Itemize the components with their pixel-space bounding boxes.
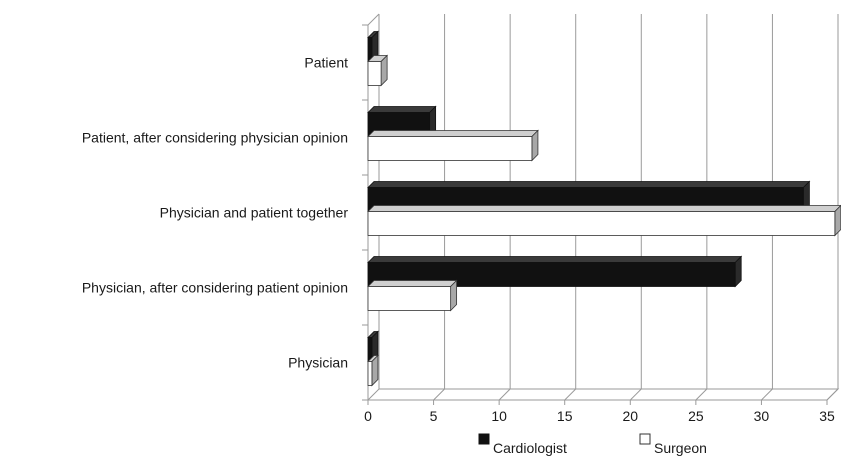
category-label-physician-and-patient-together: Physician and patient together bbox=[160, 205, 349, 221]
legend-label-surgeon: Surgeon bbox=[654, 440, 707, 456]
x-tick-label: 15 bbox=[557, 408, 573, 424]
x-tick-label: 20 bbox=[622, 408, 638, 424]
category-label-patient: Patient bbox=[304, 55, 348, 71]
x-tick-label: 30 bbox=[754, 408, 770, 424]
bar-surgeon-physician-and-patient-together bbox=[367, 204, 841, 237]
bars bbox=[367, 30, 841, 387]
legend: Cardiologist Surgeon bbox=[478, 433, 707, 456]
legend-swatch-surgeon bbox=[639, 433, 651, 445]
category-label-physician-after-considering-patient-opinion: Physician, after considering patient opi… bbox=[82, 280, 348, 296]
bar-surgeon-patient bbox=[367, 54, 389, 87]
x-tick-label: 25 bbox=[688, 408, 704, 424]
x-tick-label: 0 bbox=[364, 408, 372, 424]
category-label-physician: Physician bbox=[288, 355, 348, 371]
bar-cardiologist-physician-after-considering-patient-opinion bbox=[367, 255, 743, 288]
x-tick-label: 10 bbox=[491, 408, 507, 424]
category-labels: Patient Patient, after considering physic… bbox=[82, 55, 349, 371]
bar-cardiologist-physician bbox=[367, 330, 379, 363]
x-tick-labels: 0 5 10 15 20 25 30 35 bbox=[364, 408, 835, 424]
legend-swatch-cardiologist bbox=[478, 433, 490, 445]
bar-surgeon-physician bbox=[367, 354, 379, 387]
category-label-patient-after-considering-physician-opinion: Patient, after considering physician opi… bbox=[82, 130, 348, 146]
bar-surgeon-patient-after-considering-physician-opinion bbox=[367, 129, 539, 162]
legend-label-cardiologist: Cardiologist bbox=[493, 440, 567, 456]
x-tick-label: 5 bbox=[430, 408, 438, 424]
bar-surgeon-physician-after-considering-patient-opinion bbox=[367, 279, 458, 312]
x-tick-label: 35 bbox=[819, 408, 835, 424]
